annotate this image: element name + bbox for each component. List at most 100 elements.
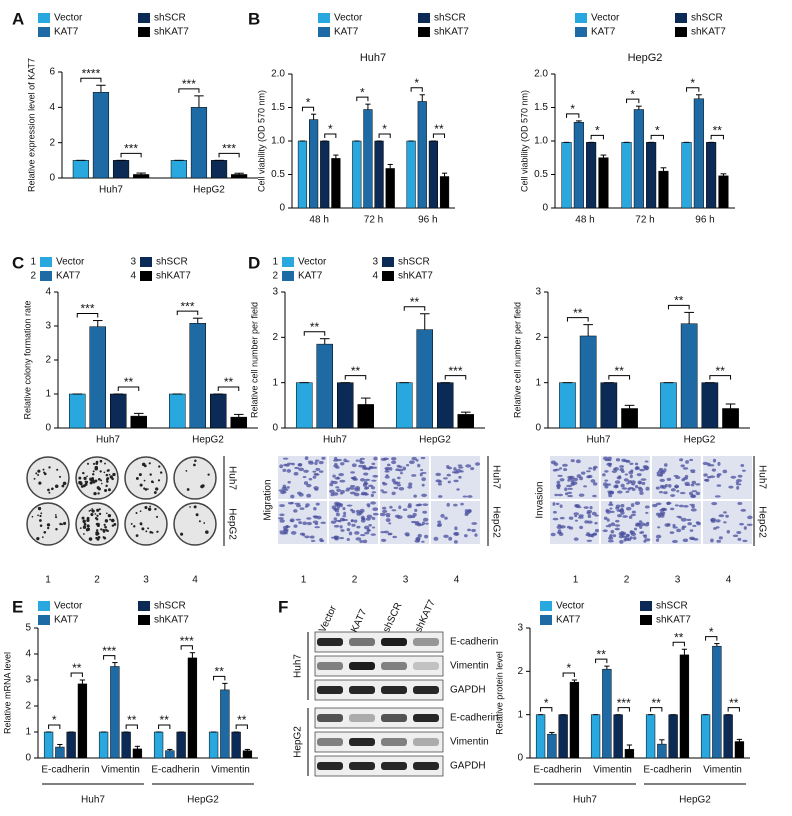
bar [586, 142, 597, 209]
bar [722, 408, 739, 429]
significance-bracket [403, 306, 426, 311]
cell [567, 477, 574, 481]
cell [678, 504, 684, 508]
colony-plate [173, 502, 217, 546]
x-tick-label: Huh7 [96, 435, 120, 446]
cell [422, 510, 428, 514]
colony-plate [173, 456, 217, 500]
cell [704, 478, 710, 482]
cell [289, 518, 295, 523]
bar [547, 733, 557, 759]
colony [98, 508, 101, 511]
group-label: Huh7 [573, 795, 597, 806]
cell [655, 534, 662, 539]
significance-bracket [117, 386, 140, 391]
colony [147, 507, 152, 511]
cell [666, 501, 672, 505]
error-bar [660, 167, 667, 172]
bar [130, 415, 147, 429]
cell [422, 503, 429, 506]
colony [82, 533, 85, 535]
significance-label: ** [72, 661, 82, 675]
legend-label: KAT7 [298, 271, 323, 282]
bar [646, 142, 657, 209]
bar [439, 176, 450, 209]
colony [198, 520, 201, 523]
y-tick-label: 2 [517, 666, 523, 677]
cell [297, 463, 303, 467]
colony [36, 536, 40, 541]
cell [313, 486, 319, 490]
cell [306, 517, 312, 520]
cell [293, 471, 299, 476]
colony [96, 522, 99, 525]
colony [93, 491, 97, 496]
bar [701, 382, 719, 429]
band [349, 662, 375, 670]
cell [557, 474, 563, 477]
cell [620, 503, 625, 508]
significance-bracket [650, 707, 663, 712]
cell [610, 510, 615, 513]
colony [62, 481, 67, 486]
band [381, 638, 407, 646]
column-label: 3 [403, 575, 409, 586]
cell [290, 531, 297, 535]
cell [736, 479, 742, 483]
bar [153, 731, 164, 759]
cell [659, 514, 665, 518]
cell [607, 456, 612, 460]
y-tick-label: 1 [535, 377, 541, 388]
cell [642, 534, 647, 537]
column-label: 4 [454, 575, 460, 586]
cell [467, 495, 473, 498]
colony [54, 484, 59, 489]
y-tick-label: 2 [49, 137, 55, 148]
cell [695, 483, 701, 486]
band [381, 686, 407, 694]
y-tick-label: 2.0 [271, 69, 285, 80]
column-label: 4 [726, 575, 732, 586]
cell [584, 520, 589, 524]
cell [739, 522, 744, 526]
bar [337, 382, 354, 429]
cell [644, 505, 650, 509]
error-bar [624, 404, 635, 409]
colony [51, 487, 54, 491]
bar [658, 170, 669, 209]
x-tick-label: Vimentin [593, 765, 632, 776]
y-tick-label: 0 [535, 423, 541, 434]
cell [740, 464, 745, 468]
y-tick-label: 4 [25, 649, 31, 660]
cell [438, 495, 443, 498]
x-tick-label: E-cadherin [41, 765, 89, 776]
bar [77, 683, 88, 759]
cell [319, 538, 323, 542]
cell [594, 528, 600, 533]
cell [379, 512, 386, 517]
cell [359, 459, 363, 463]
band [349, 638, 375, 646]
band [317, 638, 343, 646]
colony [149, 505, 152, 508]
cell [570, 459, 575, 463]
cell [655, 538, 660, 542]
colony [55, 516, 58, 519]
cell [691, 480, 697, 485]
cell [370, 493, 375, 498]
colony-plate [124, 456, 168, 500]
cell [367, 529, 372, 532]
colony [83, 522, 87, 526]
cell [580, 471, 586, 475]
bar [169, 393, 186, 429]
colony [100, 482, 103, 485]
cell [736, 530, 742, 535]
band [413, 662, 439, 670]
cell [396, 476, 401, 480]
cell [279, 513, 285, 517]
bar [633, 109, 644, 209]
colony [180, 532, 184, 536]
cell [453, 540, 458, 544]
cell [639, 522, 646, 527]
colony [106, 477, 110, 480]
